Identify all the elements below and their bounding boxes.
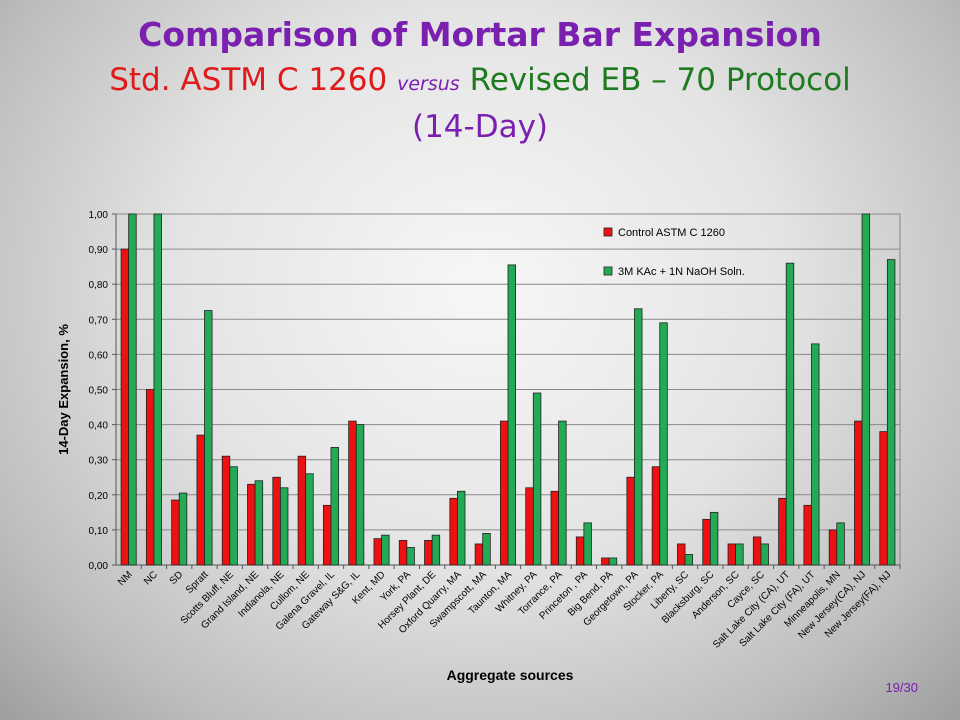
y-tick-label: 1,00 xyxy=(89,210,109,221)
bar-control xyxy=(120,248,130,566)
bar-kac xyxy=(634,308,643,566)
bar-kac xyxy=(532,392,542,566)
bar-control xyxy=(879,431,888,566)
bar-control xyxy=(424,540,433,566)
bar-kac xyxy=(204,310,213,566)
bar-control xyxy=(525,487,534,566)
x-category-label: NC xyxy=(142,569,160,587)
bar-control xyxy=(297,455,307,566)
y-tick-label: 0,90 xyxy=(89,245,109,256)
bar-kac xyxy=(760,543,769,566)
bar-kac xyxy=(178,492,188,566)
bar-kac xyxy=(811,343,820,566)
bar-kac xyxy=(279,487,289,566)
bar-control xyxy=(727,543,737,566)
bar-kac xyxy=(381,534,390,566)
bar-control xyxy=(651,466,661,566)
title-line-3: (14-Day) xyxy=(411,109,549,145)
bar-control xyxy=(474,543,484,566)
y-tick-label: 0,20 xyxy=(89,491,109,502)
bar-kac xyxy=(608,557,618,566)
y-tick-label: 0,30 xyxy=(89,456,109,467)
bar-control xyxy=(702,518,711,566)
bar-control xyxy=(322,504,332,566)
bar-control xyxy=(854,420,863,566)
y-tick-label: 0,50 xyxy=(89,386,109,397)
slide-title: Comparison of Mortar Bar Expansion Std. … xyxy=(0,12,960,148)
bar-control xyxy=(778,497,787,566)
title-std-astm: Std. ASTM C 1260 xyxy=(109,62,388,98)
bar-control xyxy=(272,476,281,566)
bar-control xyxy=(803,504,812,566)
x-category-label: NM xyxy=(116,569,135,588)
bar-kac xyxy=(406,547,415,566)
legend-label-kac: 3M KAc + 1N NaOH Soln. xyxy=(618,266,745,278)
y-tick-label: 0,00 xyxy=(89,561,109,572)
x-axis-title: Aggregate sources xyxy=(447,667,574,683)
y-tick-label: 0,40 xyxy=(89,421,109,432)
y-tick-label: 0,10 xyxy=(89,526,109,537)
title-versus: versus xyxy=(397,73,460,95)
bar-control xyxy=(171,499,180,566)
bar-kac xyxy=(735,543,744,566)
bar-kac xyxy=(583,522,592,566)
bar-kac xyxy=(457,490,466,566)
bar-control xyxy=(601,557,610,566)
bar-kac xyxy=(659,322,668,566)
bar-control xyxy=(398,540,408,566)
x-category-label: SD xyxy=(168,569,186,587)
bar-kac xyxy=(684,554,694,566)
bar-control xyxy=(348,420,357,566)
bar-control xyxy=(196,434,205,566)
bar-control xyxy=(626,476,635,566)
bar-kac xyxy=(785,262,795,566)
bar-kac xyxy=(836,522,845,566)
y-tick-label: 0,60 xyxy=(89,350,109,361)
bar-kac xyxy=(153,213,162,566)
bar-kac xyxy=(431,534,441,566)
bar-kac xyxy=(229,466,238,566)
bar-kac xyxy=(355,424,365,566)
bar-kac xyxy=(482,533,491,566)
bar-kac xyxy=(709,511,719,566)
bar-control xyxy=(752,536,762,566)
bar-kac xyxy=(861,213,871,566)
y-tick-label: 0,80 xyxy=(89,280,109,291)
bar-control xyxy=(828,529,838,566)
y-axis-title: 14-Day Expansion, % xyxy=(56,324,71,455)
bar-control xyxy=(449,497,458,566)
bar-control xyxy=(575,536,585,566)
bar-control xyxy=(373,538,382,566)
legend-label-control: Control ASTM C 1260 xyxy=(618,227,725,239)
bar-kac xyxy=(507,264,516,566)
bar-control xyxy=(145,389,155,566)
bar-kac xyxy=(305,473,314,566)
title-revised-eb70: Revised EB – 70 Protocol xyxy=(469,62,851,98)
bar-kac xyxy=(886,259,896,566)
title-line-1: Comparison of Mortar Bar Expansion xyxy=(138,15,822,54)
bar-kac xyxy=(330,447,339,566)
bar-control xyxy=(550,490,559,566)
y-tick-label: 0,70 xyxy=(89,315,109,326)
bar-kac xyxy=(254,480,264,566)
bar-control xyxy=(247,483,256,566)
title-line-2: Std. ASTM C 1260 versus Revised EB – 70 … xyxy=(0,58,960,106)
bar-control xyxy=(500,420,509,566)
bar-kac xyxy=(558,420,567,566)
legend-swatch-control xyxy=(603,227,613,237)
bar-kac xyxy=(128,213,137,566)
legend-swatch-kac xyxy=(603,266,613,276)
bar-control xyxy=(221,455,231,566)
page-number: 19/30 xyxy=(885,680,918,695)
bar-control xyxy=(677,543,686,566)
